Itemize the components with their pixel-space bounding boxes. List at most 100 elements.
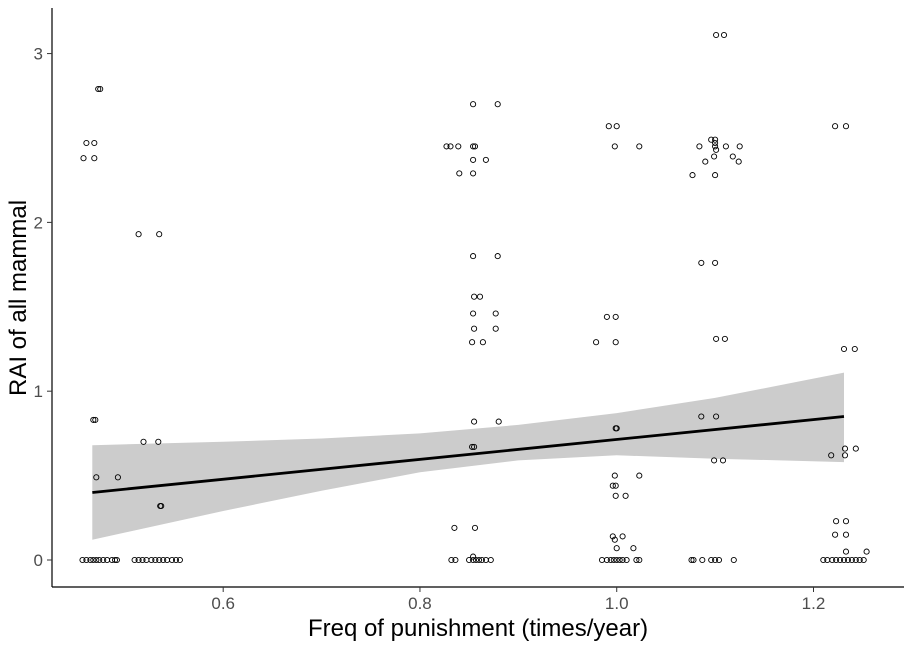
data-point [83, 139, 90, 147]
data-point [598, 556, 606, 564]
data-point [613, 556, 620, 564]
data-point [851, 345, 858, 353]
data-point [91, 155, 98, 162]
data-point [104, 556, 111, 564]
data-point [93, 474, 100, 481]
data-point [712, 556, 719, 564]
data-point [721, 335, 728, 342]
data-point [451, 524, 458, 531]
data-point [711, 457, 718, 464]
y-tick-label: 2 [34, 213, 43, 232]
data-point [494, 101, 501, 108]
data-point [475, 556, 483, 564]
data-point [605, 123, 612, 130]
data-point [164, 556, 171, 564]
data-point [842, 123, 850, 130]
data-point [176, 556, 183, 564]
fit-line-layer [92, 415, 845, 494]
data-point [844, 556, 851, 564]
y-tick-label: 3 [34, 45, 43, 64]
data-point [111, 556, 119, 564]
data-point [722, 143, 729, 150]
data-point [609, 533, 616, 540]
data-point [708, 136, 715, 143]
y-tick-label: 1 [34, 382, 43, 401]
data-point [842, 531, 850, 538]
x-axis-title: Freq of punishment (times/year) [308, 615, 648, 642]
data-point [92, 416, 99, 423]
data-point [612, 313, 619, 320]
data-point [736, 143, 743, 150]
data-point [711, 153, 718, 160]
data-point [636, 472, 643, 479]
data-point [155, 438, 162, 445]
confidence-band-layer [92, 372, 845, 540]
data-point [494, 253, 501, 260]
data-point [140, 438, 147, 445]
data-point [593, 339, 600, 346]
data-point [712, 259, 719, 266]
data-point [842, 548, 850, 555]
data-point [613, 425, 620, 432]
data-point [603, 556, 610, 564]
data-point [833, 556, 840, 564]
data-point [713, 31, 720, 39]
data-point [95, 85, 102, 93]
data-point [702, 158, 709, 165]
data-point [715, 556, 723, 564]
data-point [688, 556, 695, 564]
data-point [80, 155, 87, 162]
data-point [856, 556, 863, 564]
y-axis-title: RAI of all mammal [5, 200, 32, 396]
data-point [610, 556, 617, 564]
data-point [841, 452, 849, 459]
data-point [452, 556, 459, 564]
ticks: 0.6 0.8 1.0 1.2 0 1 2 3 [34, 45, 826, 613]
data-point [841, 445, 849, 452]
data-point [172, 556, 180, 564]
data-point [479, 339, 486, 346]
data-point [470, 310, 477, 317]
data-point [612, 339, 619, 346]
data-point [135, 556, 142, 564]
data-point [611, 536, 618, 543]
data-point [470, 170, 477, 177]
data-point [863, 548, 870, 555]
data-point [832, 531, 839, 538]
data-point [470, 156, 477, 163]
data-point [719, 457, 727, 464]
x-tick-label: 1.0 [605, 594, 629, 613]
data-point [852, 556, 859, 564]
data-point [114, 474, 121, 481]
data-point [698, 259, 705, 266]
data-point [470, 553, 477, 560]
data-point [696, 143, 703, 150]
data-point [482, 156, 489, 163]
data-point [636, 143, 643, 150]
data-point [96, 556, 103, 564]
data-point [698, 413, 705, 420]
data-point [90, 556, 97, 564]
data-point [612, 492, 619, 499]
data-point [730, 556, 737, 564]
data-point [842, 518, 850, 525]
data-point [492, 310, 499, 317]
axes [51, 8, 904, 588]
data-point [713, 413, 720, 420]
data-point [91, 139, 98, 147]
data-point [156, 556, 163, 564]
data-point [820, 556, 827, 564]
data-point [636, 556, 643, 564]
data-point [471, 293, 478, 300]
data-point [708, 556, 715, 564]
data-point [699, 556, 706, 564]
data-point [840, 556, 848, 564]
data-point [90, 416, 97, 423]
data-point [487, 556, 494, 564]
x-tick-label: 0.6 [211, 594, 235, 613]
data-point [689, 172, 696, 179]
data-point [613, 123, 620, 130]
data-point [712, 143, 719, 150]
